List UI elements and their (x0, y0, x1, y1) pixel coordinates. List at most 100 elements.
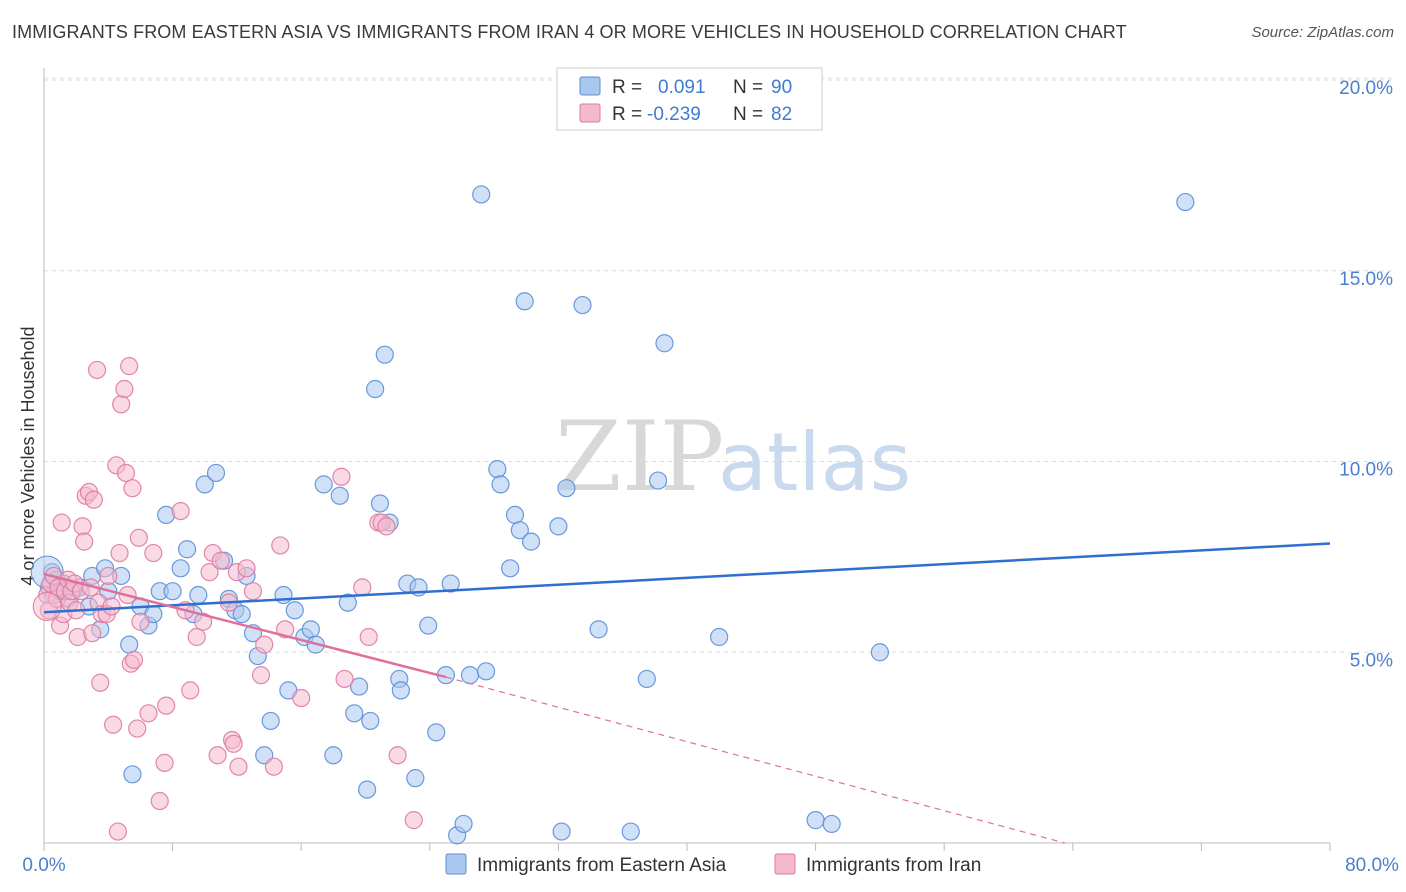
scatter-point (194, 612, 213, 631)
scatter-point (345, 704, 364, 723)
scatter-point (224, 734, 243, 753)
scatter-point (237, 559, 256, 578)
scatter-point (332, 467, 351, 486)
x-tick-marks (43, 843, 1331, 851)
legend-swatch-eastern-asia (579, 76, 601, 96)
scatter-point (99, 566, 118, 586)
scatter-point (274, 585, 293, 605)
scatter-point (163, 582, 182, 601)
scatter-point (557, 479, 576, 498)
scatter-point (349, 677, 369, 696)
scatter-point (391, 681, 410, 700)
scatter-point (104, 715, 123, 734)
scatter-point (177, 540, 197, 559)
watermark-zip: ZIP (555, 401, 724, 513)
scatter-point (229, 757, 248, 776)
scatter-point (264, 757, 283, 776)
scatter-point (110, 543, 129, 563)
scatter-point (243, 582, 263, 601)
scatter-point (150, 791, 169, 811)
scatter-point (488, 460, 507, 479)
y-tick-label: 10.0% (1339, 460, 1393, 481)
trend-line-eastern-asia (43, 542, 1331, 614)
scatter-point (206, 463, 226, 483)
scatter-point (87, 360, 107, 380)
y-tick-label: 15.0% (1339, 269, 1393, 290)
watermark: ZIP atlas (555, 401, 911, 513)
scatter-point (232, 604, 251, 624)
legend-frame (556, 67, 823, 131)
scatter-point (83, 624, 102, 643)
scatter-point (388, 746, 407, 765)
scatter-point (255, 635, 274, 654)
scatter-point (84, 490, 103, 509)
scatter-point (335, 669, 354, 689)
scatter-point (75, 532, 94, 551)
scatter-point (359, 627, 378, 647)
scatter-point (324, 746, 343, 765)
scatter-point (505, 505, 525, 525)
scatter-point (549, 517, 568, 536)
bottom-legend-swatch-eastern-asia (445, 853, 467, 875)
y-tick-label: 20.0% (1339, 78, 1393, 99)
scatter-point (131, 612, 150, 631)
bottom-legend-swatch-iran (774, 853, 796, 875)
bottom-legend-label-iran: Immigrants from Iran (806, 855, 981, 876)
scatter-point (157, 696, 176, 715)
scatter-point (128, 719, 147, 738)
scatter-point (115, 379, 134, 399)
scatter-point (427, 723, 446, 742)
legend-box: R = 0.091 N = 90 R = -0.239 N = 82 (556, 67, 823, 131)
scatter-point (292, 688, 311, 708)
scatter-point (710, 627, 729, 647)
x-tick-label-max: 80.0% (1345, 855, 1399, 876)
scatter-point (1176, 192, 1195, 212)
scatter-point (285, 601, 304, 620)
scatter-point (491, 475, 510, 494)
scatter-point (375, 345, 394, 364)
series-eastern-asia-points (30, 185, 1195, 845)
scatter-point (139, 704, 158, 723)
scatter-point (189, 585, 208, 605)
scatter-point (476, 662, 496, 681)
scatter-point (870, 643, 890, 662)
scatter-point (441, 574, 460, 593)
chart-title: IMMIGRANTS FROM EASTERN ASIA VS IMMIGRAN… (12, 22, 1127, 42)
scatter-point (521, 532, 541, 551)
scatter-point (510, 521, 529, 540)
scatter-point (472, 185, 491, 204)
scatter-point (406, 769, 425, 788)
scatter-point (822, 814, 841, 834)
scatter-point (515, 292, 534, 311)
legend-r-value-1: -0.239 (647, 104, 701, 125)
scatter-point (361, 711, 380, 731)
scatter-point (353, 578, 372, 597)
scatter-point (52, 513, 71, 532)
legend-swatch-iran (579, 103, 601, 123)
scatter-point-large (32, 591, 62, 621)
scatter-point (129, 528, 148, 547)
trend-line-iran-extrapolated (445, 676, 1065, 844)
series-iran-points (32, 357, 423, 841)
scatter-point (366, 379, 385, 399)
scatter-point (144, 543, 163, 563)
scatter-point (195, 475, 214, 494)
scatter-point (102, 597, 121, 616)
scatter-point (120, 357, 139, 376)
scatter-point (108, 822, 128, 841)
scatter-point (314, 475, 333, 494)
scatter-point (171, 501, 190, 521)
scatter-point (261, 711, 280, 731)
scatter-point (123, 765, 142, 784)
scatter-point (187, 627, 206, 647)
scatter-point (806, 811, 825, 830)
scatter-point (338, 593, 357, 612)
scatter-point (120, 635, 139, 654)
legend-r-label-1: R = (612, 104, 642, 125)
legend-n-value-0: 90 (771, 77, 792, 98)
y-tick-label: 5.0% (1350, 650, 1393, 671)
scatter-point (181, 681, 200, 700)
scatter-point (358, 780, 377, 799)
scatter-point (370, 494, 390, 513)
